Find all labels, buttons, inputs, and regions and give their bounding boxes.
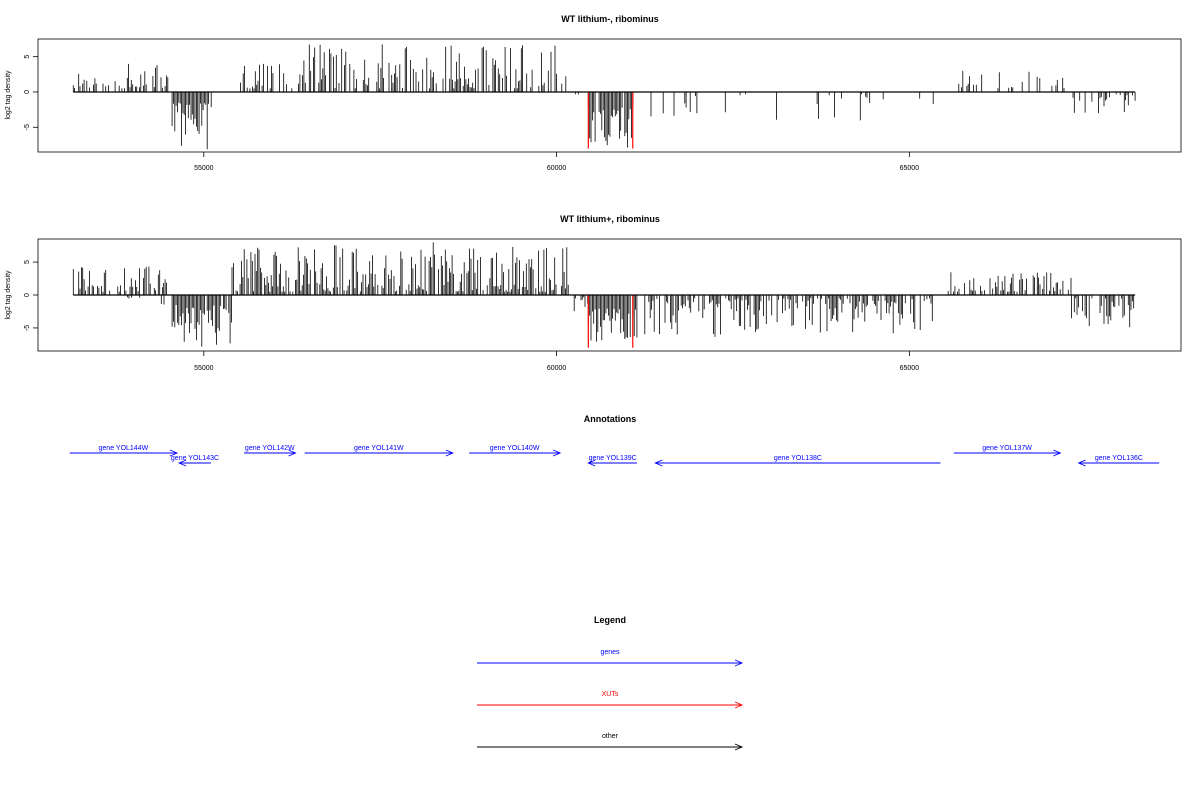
panel-1-ylabel: log2 tag density — [5, 70, 12, 120]
legend-items: genes XUTs other — [477, 649, 744, 751]
gene-label: gene YOL137W — [982, 445, 1032, 452]
panel-2-title: WT lithium+, ribominus — [560, 214, 660, 224]
panel-2-marks — [72, 242, 1135, 348]
panel-2: WT lithium+, ribominus log2 tag density … — [5, 214, 1182, 372]
legend-item: XUTs — [477, 691, 744, 709]
plot-frame — [37, 38, 1182, 153]
gene-arrow-head — [1053, 449, 1062, 457]
y-tick-label: 5 — [24, 55, 31, 59]
gene-arrow-head — [177, 459, 187, 467]
gene-label: gene YOL143C — [171, 455, 219, 462]
x-tick-label: 60000 — [547, 165, 567, 172]
gene-arrow-head — [587, 459, 596, 467]
panel-1-marks — [72, 44, 1136, 150]
legend-item: genes — [477, 649, 744, 667]
panel-1-title: WT lithium-, ribominus — [561, 14, 659, 24]
panel-1: WT lithium-, ribominus log2 tag density … — [5, 14, 1182, 172]
legend: Legend genes XUTs other — [477, 615, 744, 751]
signal-bars — [72, 242, 1135, 347]
gene-arrow-head — [552, 449, 562, 457]
panel-2-axes: 55000 60000 65000 -5 0 5 — [24, 238, 1182, 372]
x-tick-label: 65000 — [900, 365, 920, 372]
gene-label: gene YOL142W — [245, 445, 295, 452]
gene-label: gene YOL141W — [354, 445, 404, 452]
x-tick-label: 60000 — [547, 365, 567, 372]
legend-label: XUTs — [602, 691, 619, 698]
gene-label: gene YOL144W — [99, 445, 149, 452]
gene-arrow-head — [169, 449, 179, 457]
legend-label: other — [602, 733, 619, 740]
annotations-title: Annotations — [584, 414, 637, 424]
gene-arrow: gene YOL138C — [654, 455, 941, 467]
legend-label: genes — [600, 649, 620, 656]
y-tick-label: -5 — [24, 124, 31, 130]
signal-bars — [72, 44, 1136, 150]
x-tick-label: 65000 — [900, 165, 920, 172]
y-tick-label: 0 — [24, 90, 31, 94]
gene-arrow: gene YOL140W — [469, 445, 562, 457]
gene-track: gene YOL144W gene YOL143C gene YOL142W gene… — [69, 445, 1160, 467]
gene-arrow: gene YOL142W — [244, 445, 297, 457]
x-tick-label: 55000 — [194, 165, 214, 172]
y-tick-label: -5 — [24, 325, 31, 331]
gene-label: gene YOL136C — [1095, 455, 1143, 462]
panel-1-axes: 55000 60000 65000 -5 0 5 — [24, 38, 1182, 172]
gene-arrow-head — [288, 449, 297, 457]
gene-arrow: gene YOL137W — [953, 445, 1062, 457]
y-tick-label: 5 — [24, 260, 31, 264]
gene-arrow-head — [1077, 459, 1086, 467]
gene-arrow: gene YOL144W — [69, 445, 179, 457]
gene-arrow: gene YOL143C — [171, 455, 219, 467]
legend-arrow-head — [734, 743, 744, 751]
gene-label: gene YOL139C — [589, 455, 637, 462]
gene-arrow: gene YOL141W — [304, 445, 455, 457]
legend-title: Legend — [594, 615, 626, 625]
gene-arrow: gene YOL139C — [587, 455, 638, 467]
panel-2-ylabel: log2 tag density — [5, 270, 12, 320]
legend-item: other — [477, 733, 744, 751]
x-tick-label: 55000 — [194, 365, 214, 372]
legend-arrow-head — [734, 659, 744, 667]
gene-arrow: gene YOL136C — [1077, 455, 1160, 467]
y-tick-label: 0 — [24, 293, 31, 297]
gene-arrow-head — [445, 449, 455, 457]
gene-label: gene YOL138C — [774, 455, 822, 462]
gene-label: gene YOL140W — [490, 445, 540, 452]
gene-arrow-head — [654, 459, 663, 467]
legend-arrow-head — [734, 701, 744, 709]
